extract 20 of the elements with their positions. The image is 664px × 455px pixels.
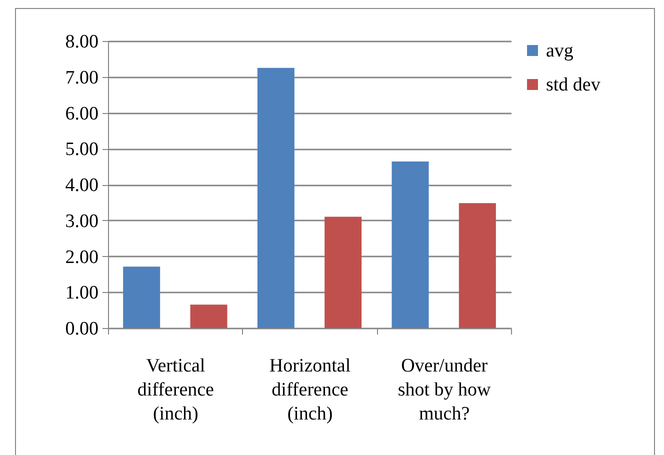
- y-tick-label: 0.00: [65, 318, 98, 340]
- bar: [123, 266, 160, 328]
- bar: [257, 68, 294, 328]
- bar: [324, 216, 362, 328]
- bar: [392, 162, 429, 328]
- y-tick-label: 8.00: [65, 32, 98, 52]
- y-tick-label: 7.00: [65, 67, 98, 88]
- legend-label: avg: [546, 40, 574, 62]
- y-tick-label: 1.00: [65, 282, 98, 304]
- y-tick-label: 6.00: [65, 103, 98, 124]
- y-tick-label: 3.00: [65, 210, 98, 232]
- y-tick-label: 2.00: [65, 246, 98, 268]
- y-tick-label: 4.00: [65, 175, 98, 196]
- y-tick-label: 5.00: [65, 139, 98, 160]
- x-tick-label: Over/under shot by how much?: [398, 356, 492, 424]
- bar: [458, 203, 496, 328]
- x-tick-label: Vertical difference (inch): [137, 356, 214, 424]
- bar: [190, 304, 228, 328]
- x-tick-label: Horizontal difference (inch): [269, 356, 351, 424]
- legend-label: std dev: [546, 74, 601, 96]
